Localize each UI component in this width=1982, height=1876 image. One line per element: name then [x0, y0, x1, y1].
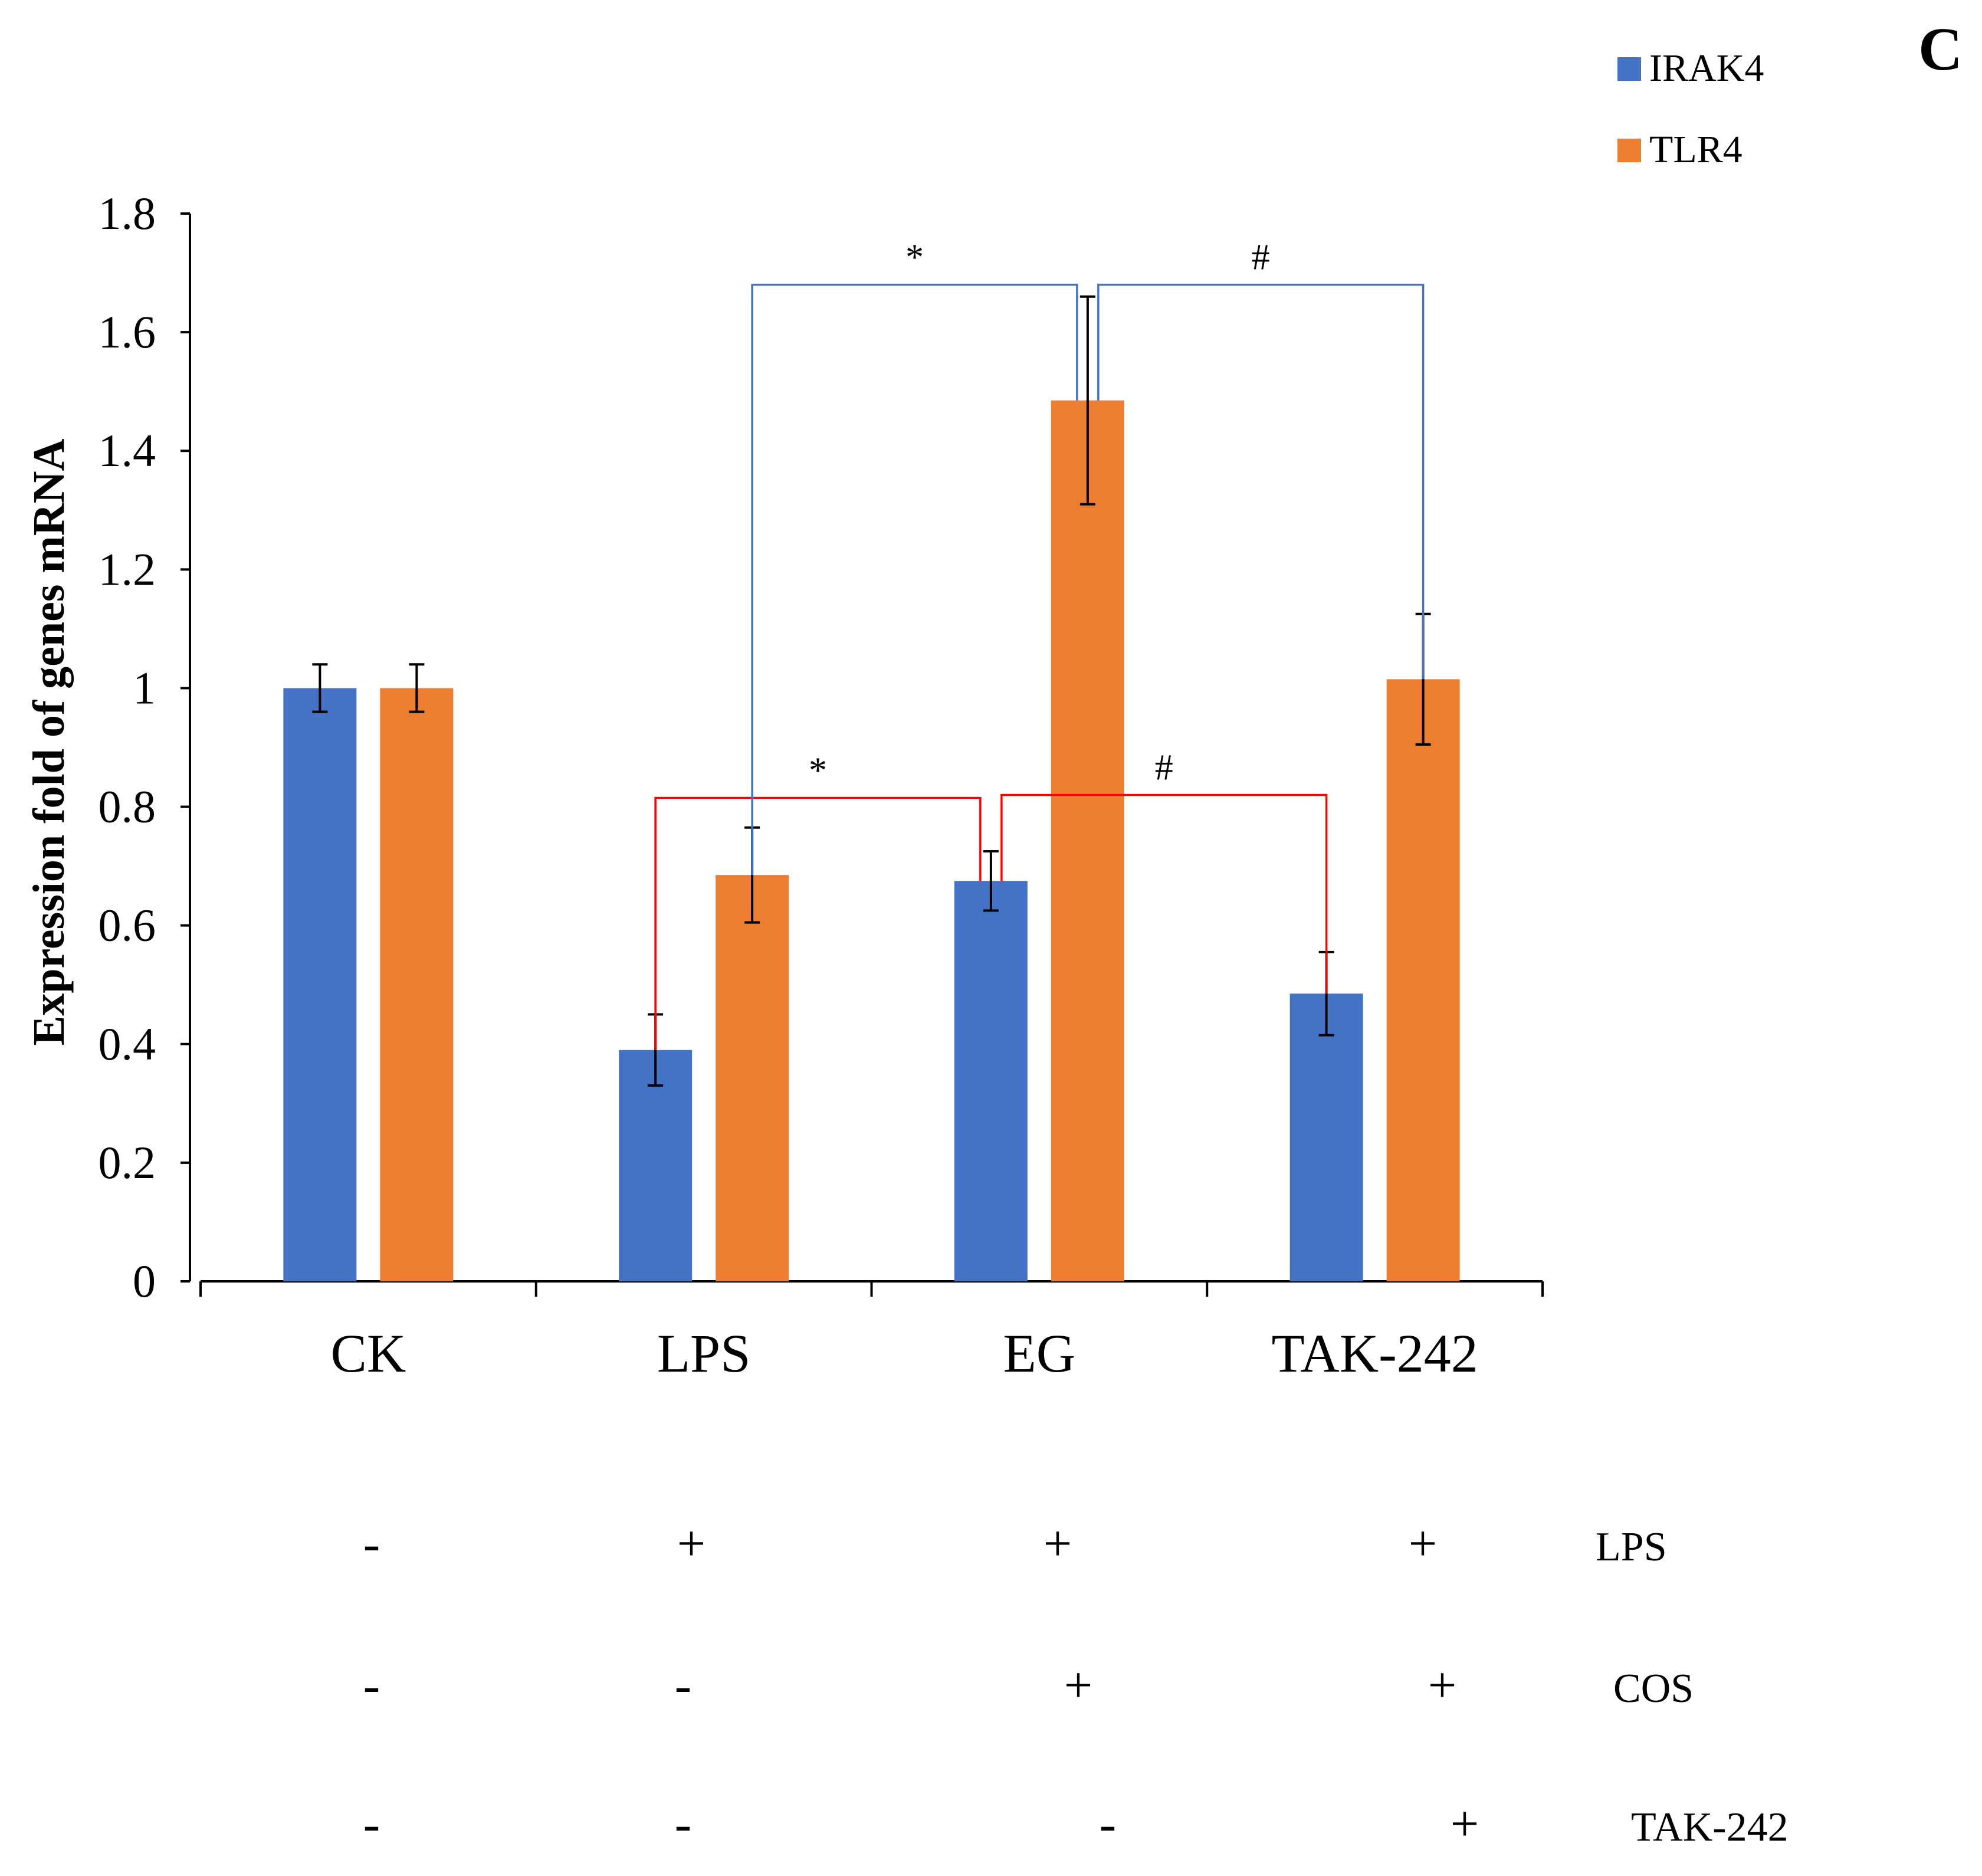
treatment-sign: + [1428, 1657, 1457, 1713]
treatment-sign: - [363, 1515, 380, 1572]
treatment-sign: + [1064, 1657, 1093, 1713]
treatment-sign: + [677, 1515, 706, 1572]
significance-label: * [905, 238, 924, 278]
panel-label: C [1918, 15, 1963, 83]
y-tick-label: 0.4 [99, 1018, 156, 1070]
legend-label: IRAK4 [1649, 47, 1764, 90]
y-tick-label: 1 [133, 662, 156, 713]
treatment-name: LPS [1596, 1524, 1667, 1570]
category-label: LPS [657, 1323, 751, 1383]
y-tick-label: 0 [133, 1255, 156, 1307]
significance-bracket [751, 283, 1078, 875]
significance-bracket [654, 796, 982, 1050]
bar-tlr4 [380, 688, 454, 1281]
treatment-name: TAK-242 [1631, 1805, 1789, 1850]
treatment-sign: + [1043, 1515, 1072, 1572]
treatment-sign: - [363, 1795, 380, 1852]
treatment-sign: - [675, 1795, 692, 1852]
legend-swatch-irak4 [1617, 57, 1641, 81]
bar-irak4 [619, 1049, 693, 1281]
bar-irak4 [1289, 993, 1363, 1281]
bar-tlr4 [716, 875, 789, 1281]
y-tick-label: 1.8 [99, 188, 156, 239]
significance-bracket [1000, 793, 1328, 994]
bar-tlr4 [1386, 679, 1460, 1281]
treatment-sign: + [1409, 1515, 1438, 1572]
treatment-sign: - [363, 1657, 380, 1713]
treatment-name: COS [1613, 1666, 1694, 1711]
y-tick-label: 0.2 [99, 1137, 156, 1188]
y-tick-label: 0.8 [99, 781, 156, 832]
significance-label: # [1155, 747, 1173, 788]
y-tick-label: 1.4 [99, 425, 156, 476]
bars-layer [283, 295, 1460, 1281]
bar-irak4 [954, 881, 1028, 1281]
category-label: TAK-242 [1271, 1323, 1478, 1383]
category-label: EG [1003, 1323, 1076, 1383]
labels-layer: 0 0.2 0.4 0.6 0.8 1 1.2 1.4 1.6 1.8 CK LPS EG TAK-242… [24, 15, 1963, 1852]
legend-label: TLR4 [1649, 128, 1743, 171]
legend-swatch-tlr4 [1617, 139, 1641, 162]
significance-layer [654, 283, 1425, 1050]
significance-bracket [1097, 283, 1425, 680]
category-label: CK [330, 1323, 406, 1383]
treatment-sign: - [1100, 1795, 1117, 1852]
y-tick-label: 0.6 [99, 900, 156, 951]
significance-label: # [1252, 238, 1270, 278]
bar-tlr4 [1051, 400, 1124, 1281]
significance-label: * [809, 750, 827, 791]
y-tick-label: 1.6 [99, 306, 156, 358]
treatment-sign: + [1451, 1795, 1479, 1852]
y-axis-title: Expression fold of genes mRNA [24, 438, 74, 1045]
bar-irak4 [283, 688, 357, 1281]
treatment-sign: - [675, 1657, 692, 1713]
y-tick-label: 1.2 [99, 543, 156, 595]
